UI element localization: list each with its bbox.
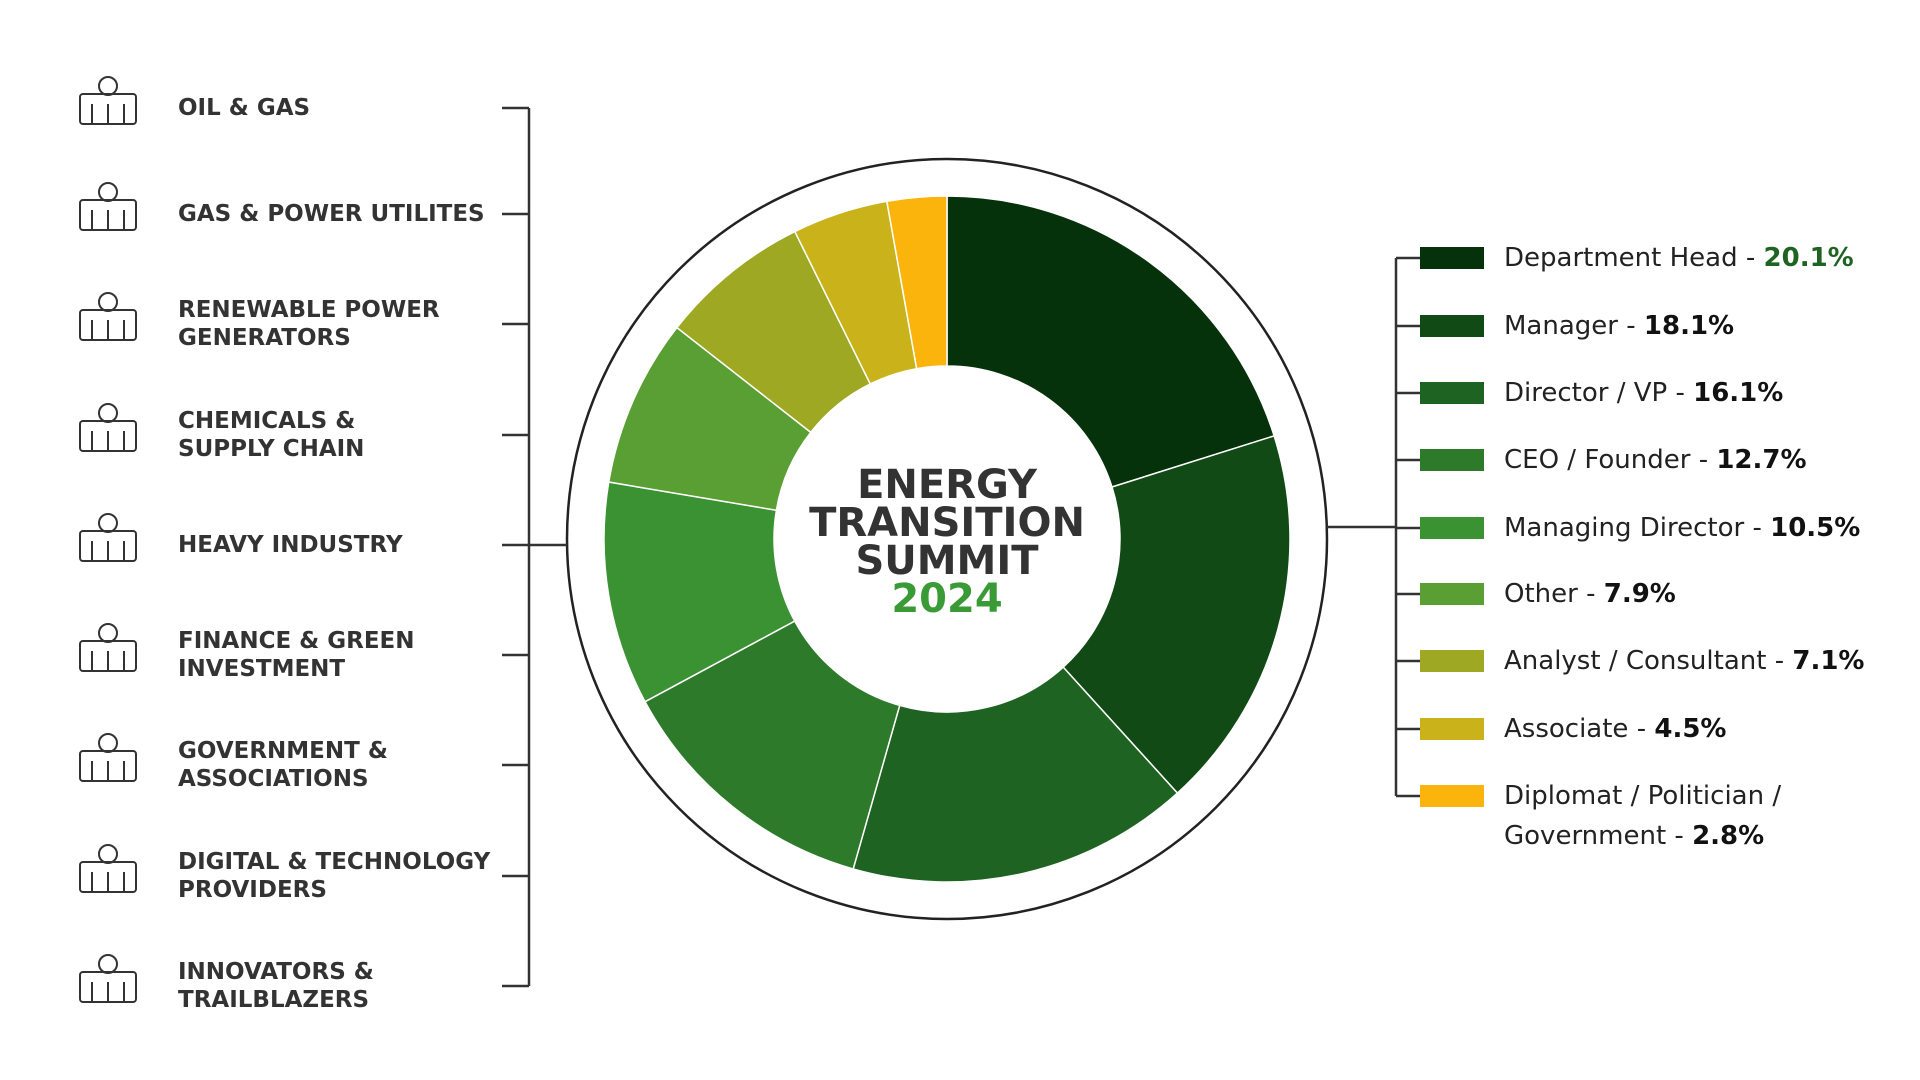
legend-separator: -	[1752, 513, 1762, 543]
legend-value: 7.1%	[1792, 646, 1865, 676]
legend-label: Other	[1504, 579, 1578, 609]
legend-item: Managing Director - 10.5%	[1504, 508, 1904, 548]
legend-item: Analyst / Consultant - 7.1%	[1504, 641, 1904, 681]
slice	[644, 620, 901, 870]
legend-item: Director / VP - 16.1%	[1504, 373, 1904, 413]
legend-label: Director / VP	[1504, 378, 1668, 408]
legend-separator: -	[1774, 646, 1785, 676]
legend-label: Manager	[1504, 311, 1618, 341]
legend-swatch	[1420, 583, 1484, 605]
icon-part	[98, 513, 118, 533]
legend-separator: -	[1626, 311, 1636, 341]
icon-part	[98, 733, 118, 753]
sector-icon	[79, 76, 137, 125]
legend-swatch	[1420, 315, 1484, 337]
icon-part	[98, 182, 118, 202]
sector-label: RENEWABLE POWER GENERATORS	[178, 296, 440, 352]
sector-line: RENEWABLE POWER	[178, 297, 440, 323]
legend-item: Associate - 4.5%	[1504, 709, 1904, 749]
legend-value: 12.7%	[1716, 445, 1807, 475]
legend-value: 20.1%	[1763, 243, 1854, 273]
sector-line: HEAVY INDUSTRY	[178, 532, 403, 558]
legend-label: CEO / Founder	[1504, 445, 1691, 475]
legend-swatch	[1420, 247, 1484, 269]
sector-line: TRAILBLAZERS	[178, 987, 370, 1013]
sector-line: DIGITAL & TECHNOLOGY	[178, 849, 491, 875]
icon-part	[98, 76, 118, 96]
legend-label: Diplomat / Politician / Government	[1504, 781, 1782, 851]
icon-part	[98, 292, 118, 312]
sector-icon	[79, 403, 137, 452]
sector-label: INNOVATORS & TRAILBLAZERS	[178, 958, 374, 1014]
sector-label: HEAVY INDUSTRY	[178, 531, 403, 559]
sector-label: GOVERNMENT & ASSOCIATIONS	[178, 737, 388, 793]
legend-separator: -	[1698, 445, 1709, 475]
legend-label: Analyst / Consultant	[1504, 646, 1767, 676]
legend-swatch	[1420, 650, 1484, 672]
icon-part	[98, 844, 118, 864]
center-title: SUMMIT	[855, 538, 1039, 584]
legend-swatch	[1420, 517, 1484, 539]
legend-swatch	[1420, 785, 1484, 807]
legend-value: 10.5%	[1770, 513, 1861, 543]
legend-item: Diplomat / Politician / Government - 2.8…	[1504, 776, 1904, 856]
legend-separator: -	[1745, 243, 1756, 273]
sector-line: CHEMICALS &	[178, 408, 356, 434]
sector-label: FINANCE & GREEN INVESTMENT	[178, 627, 415, 683]
sector-line: SUPPLY CHAIN	[178, 436, 365, 462]
legend-item: Manager - 18.1%	[1504, 306, 1904, 346]
legend-separator: -	[1636, 714, 1647, 744]
legend-separator: -	[1674, 821, 1684, 851]
sector-icon	[79, 182, 137, 231]
sector-label: CHEMICALS & SUPPLY CHAIN	[178, 407, 364, 463]
legend-value: 18.1%	[1643, 311, 1735, 341]
sector-label: DIGITAL & TECHNOLOGY PROVIDERS	[178, 848, 490, 904]
sector-icon	[79, 733, 137, 782]
legend-swatch	[1420, 449, 1484, 471]
slice	[885, 195, 948, 370]
legend-value: 7.9%	[1603, 579, 1676, 609]
sector-line: INVESTMENT	[178, 656, 346, 682]
legend-label: Department Head	[1504, 243, 1738, 273]
legend-item: Department Head - 20.1%	[1504, 238, 1904, 278]
sector-icon	[79, 513, 137, 562]
legend-value: 16.1%	[1693, 378, 1784, 408]
legend-separator: -	[1586, 579, 1596, 609]
center-title: TRANSITION	[809, 500, 1085, 546]
legend-swatch	[1420, 718, 1484, 740]
slice	[852, 666, 1179, 883]
sector-label: OIL & GAS	[178, 94, 310, 122]
sector-line: GOVERNMENT &	[178, 738, 388, 764]
sector-line: GAS & POWER UTILITES	[178, 201, 485, 227]
center-title: ENERGY	[857, 462, 1038, 508]
sector-line: FINANCE & GREEN	[178, 628, 415, 654]
sector-icon	[79, 954, 137, 1003]
sector-icon	[79, 844, 137, 893]
slice	[946, 195, 1276, 488]
sector-line: PROVIDERS	[178, 877, 327, 903]
center-year: 2024	[891, 576, 1002, 622]
sector-label: GAS & POWER UTILITES	[178, 200, 485, 228]
legend-value: 2.8%	[1692, 821, 1765, 851]
sector-line: OIL & GAS	[178, 95, 311, 121]
sector-icon	[79, 292, 137, 341]
sector-line: GENERATORS	[178, 325, 351, 351]
slice	[1062, 434, 1291, 795]
legend-label: Managing Director	[1504, 513, 1745, 543]
icon-part	[98, 403, 118, 423]
icon-part	[98, 623, 118, 643]
legend-label: Associate	[1504, 714, 1629, 744]
legend-swatch	[1420, 382, 1484, 404]
outer-ring	[565, 157, 1329, 921]
sector-line: INNOVATORS &	[178, 959, 374, 985]
sector-line: ASSOCIATIONS	[178, 766, 369, 792]
sector-icon	[79, 623, 137, 672]
icon-part	[98, 954, 118, 974]
legend-item: Other - 7.9%	[1504, 574, 1904, 614]
legend-item: CEO / Founder - 12.7%	[1504, 440, 1904, 480]
legend-separator: -	[1675, 378, 1685, 408]
legend-value: 4.5%	[1654, 714, 1727, 744]
